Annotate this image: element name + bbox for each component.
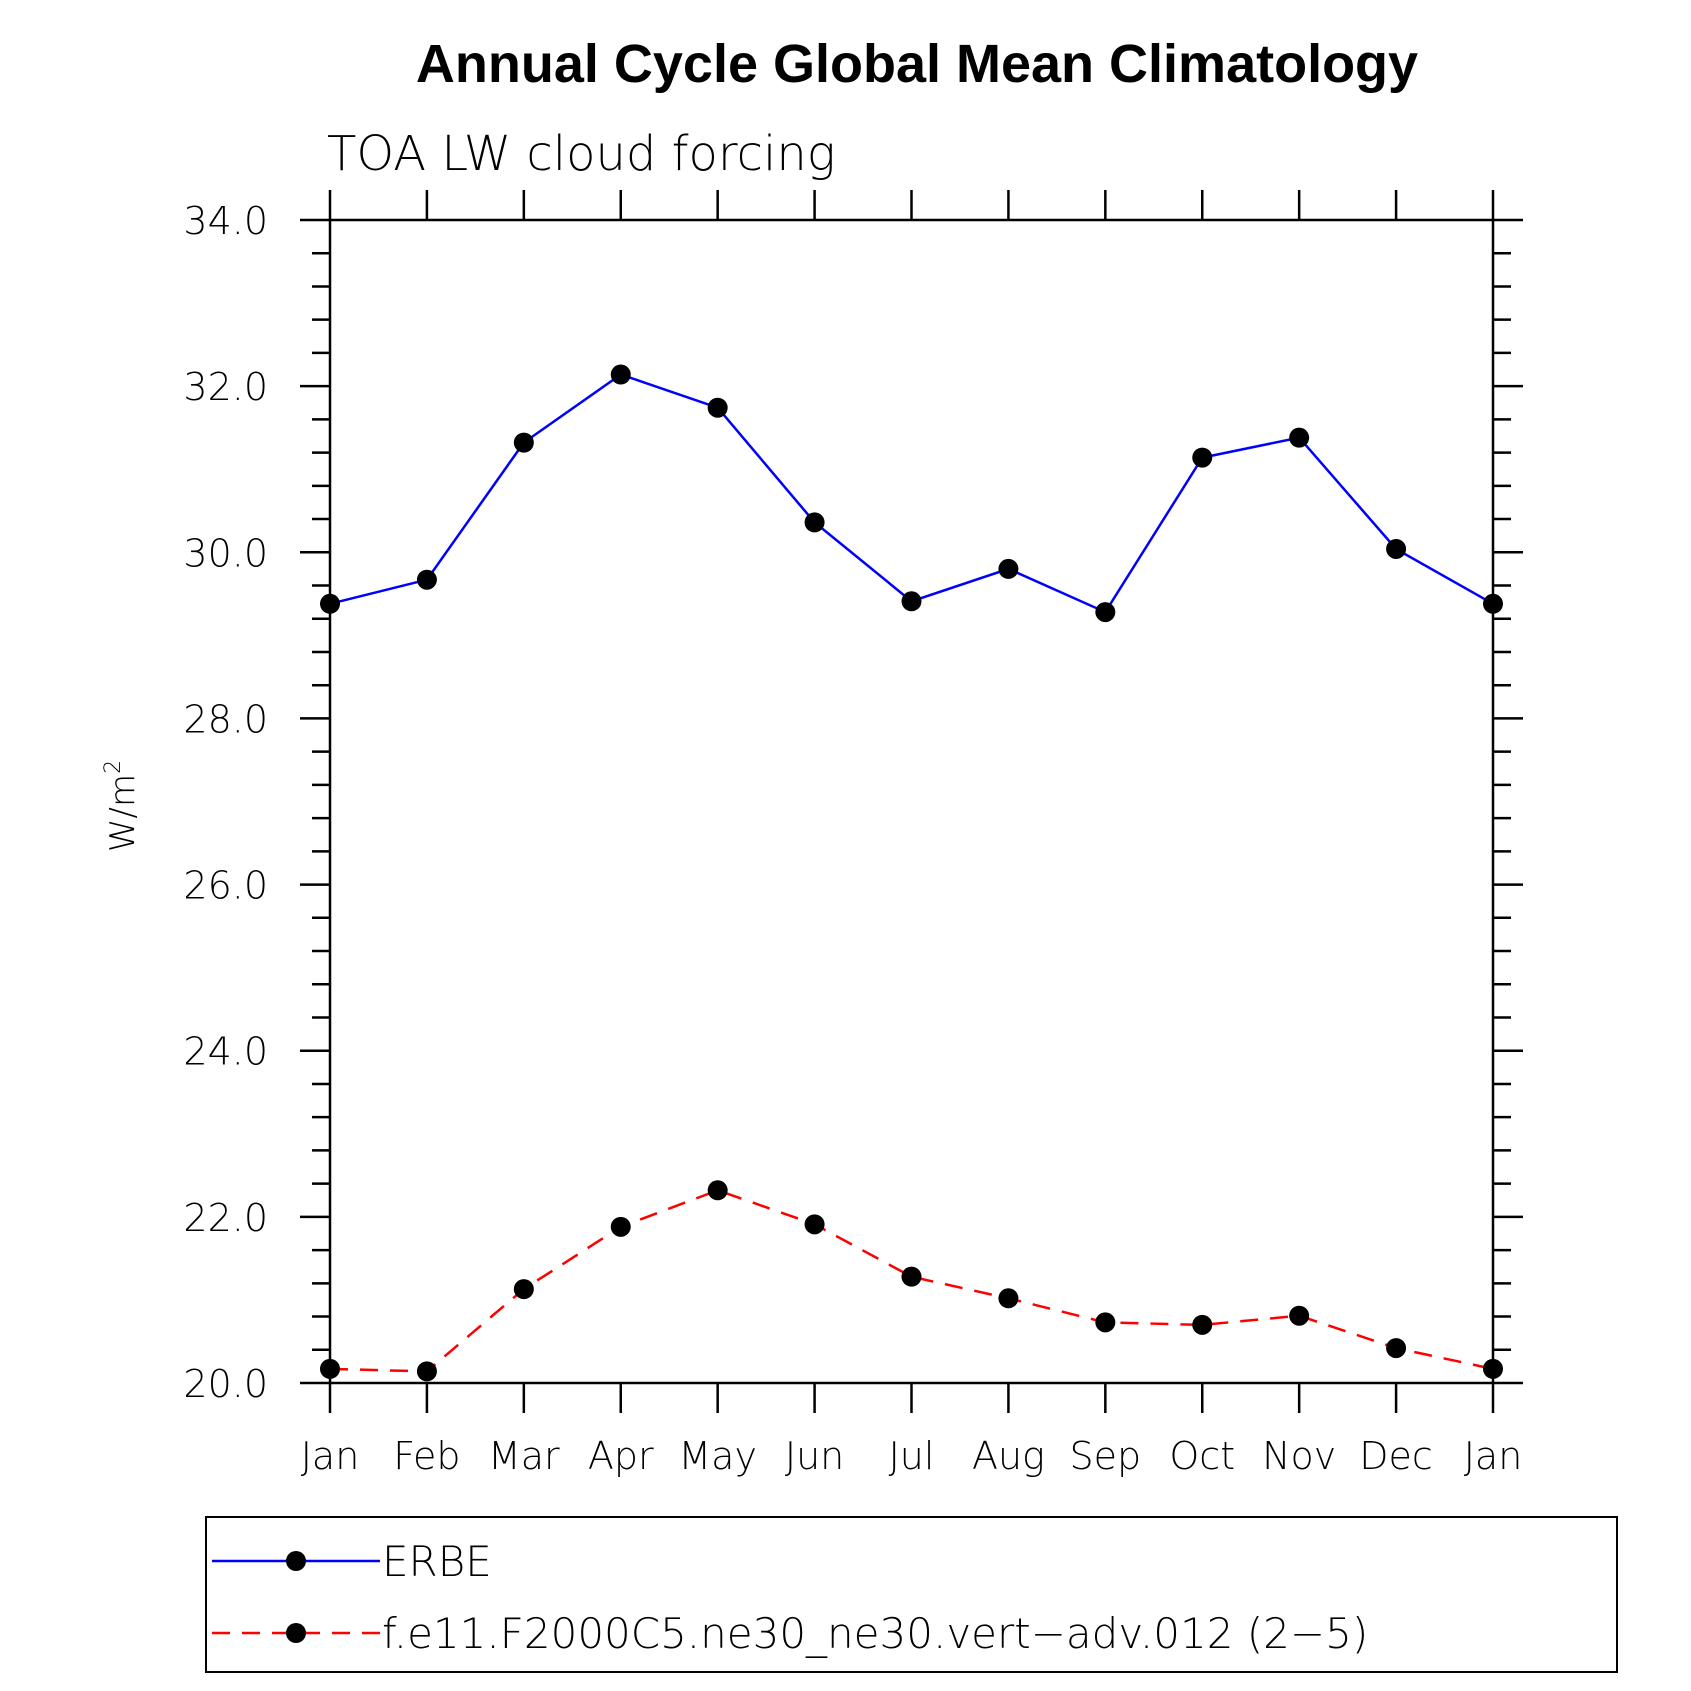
x-tick-label: Oct: [1169, 1434, 1235, 1478]
y-tick-label: 26.0: [183, 864, 268, 908]
x-axis-tick-labels: Jan Feb Mar Apr May Jun Jul Aug Sep Oct Nov Dec Jan: [301, 1434, 1523, 1478]
axis-ticks: [300, 190, 1523, 1413]
x-tick-label: Sep: [1070, 1434, 1142, 1478]
series-0-point: [707, 397, 728, 418]
series-layer: [320, 364, 1503, 1382]
legend: ERBE f.e11.F2000C5.ne30_ne30.vert−adv.01…: [205, 1516, 1618, 1673]
x-tick-label: Jan: [1464, 1434, 1523, 1478]
x-tick-label: Mar: [488, 1434, 560, 1478]
chart-title: Annual Cycle Global Mean Climatology: [416, 34, 1418, 94]
legend-marker-model: [286, 1623, 306, 1643]
series-1-point: [610, 1216, 631, 1237]
series-0-point: [1386, 538, 1407, 559]
series-1-point: [707, 1180, 728, 1201]
series-1-point: [1483, 1358, 1503, 1379]
x-tick-label: Dec: [1359, 1434, 1433, 1478]
y-tick-label: 20.0: [183, 1362, 268, 1406]
series-0-point: [1095, 602, 1116, 623]
series-1-point: [1192, 1314, 1213, 1335]
series-1-point: [1386, 1338, 1407, 1359]
series-1-point: [804, 1214, 825, 1235]
series-1-point: [1289, 1305, 1310, 1326]
y-tick-label: 32.0: [183, 365, 268, 409]
series-0-point: [1192, 447, 1213, 468]
series-1-point: [513, 1279, 534, 1300]
y-axis-label-text: W/m: [103, 774, 143, 852]
x-tick-label: Jan: [301, 1434, 360, 1478]
legend-label-model: f.e11.F2000C5.ne30_ne30.vert−adv.012 (2−…: [382, 1609, 1368, 1658]
legend-box: [205, 1516, 1618, 1673]
series-line-0: [329, 373, 1494, 614]
plot-frame: [328, 218, 1495, 1385]
series-0-point: [804, 512, 825, 533]
series-0-point: [416, 569, 437, 590]
series-1-point: [901, 1266, 922, 1287]
svg-text:W/m2: W/m2: [101, 760, 143, 852]
x-tick-label: Jul: [889, 1434, 935, 1478]
series-0-point: [513, 432, 534, 453]
series-0-point: [1289, 427, 1310, 448]
series-0-point: [1483, 593, 1503, 614]
y-tick-label: 34.0: [183, 199, 268, 243]
y-tick-label: 22.0: [183, 1196, 268, 1240]
legend-marker-erbe: [286, 1551, 306, 1571]
x-tick-label: Nov: [1262, 1434, 1336, 1478]
y-tick-label: 30.0: [183, 531, 268, 575]
y-tick-label: 28.0: [183, 697, 268, 741]
series-1-point: [416, 1361, 437, 1382]
x-tick-label: May: [678, 1434, 757, 1478]
chart-subtitle: TOA LW cloud forcing: [327, 126, 836, 182]
series-0-point: [610, 364, 631, 385]
x-tick-label: Aug: [972, 1434, 1045, 1478]
y-tick-label: 24.0: [183, 1030, 268, 1074]
x-tick-label: Feb: [393, 1434, 460, 1478]
y-axis-label-superscript: 2: [101, 760, 126, 774]
y-axis-label: W/m2: [101, 760, 143, 852]
legend-label-erbe: ERBE: [382, 1537, 492, 1586]
series-0-point: [320, 593, 340, 614]
series-1-point: [320, 1358, 340, 1379]
y-axis-tick-labels: 20.0 22.0 24.0 26.0 28.0 30.0 32.0 34.0: [183, 199, 268, 1406]
series-1-point: [998, 1288, 1019, 1309]
series-0-point: [998, 558, 1019, 579]
series-1-point: [1095, 1312, 1116, 1333]
series-0-point: [901, 591, 922, 612]
x-tick-label: Jun: [785, 1434, 844, 1478]
x-tick-label: Apr: [588, 1434, 654, 1478]
